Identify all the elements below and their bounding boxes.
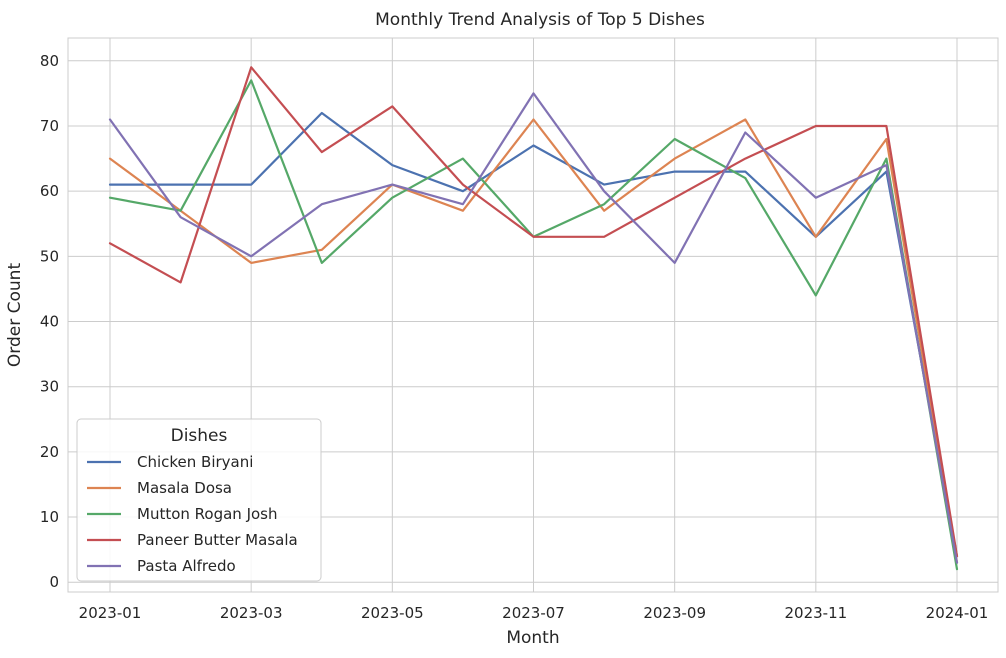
y-tick-label: 30 (40, 378, 59, 396)
plot-area (67, 37, 999, 593)
legend-item-label: Masala Dosa (137, 479, 232, 497)
series-line-4 (108, 66, 959, 558)
x-tick-label: 2023-05 (361, 604, 424, 622)
axis-ticks: 0 10 20 30 40 50 60 70 80 2023-01 2023-03 2023-05 20… (40, 52, 988, 622)
y-axis-label: Order Count (5, 263, 25, 368)
y-tick-label: 10 (40, 508, 59, 526)
series-lines (108, 66, 959, 571)
x-tick-label: 2023-11 (784, 604, 847, 622)
x-tick-label: 2023-01 (79, 604, 142, 622)
y-tick-label: 20 (40, 443, 59, 461)
y-tick-label: 0 (49, 573, 59, 591)
y-tick-label: 60 (40, 182, 59, 200)
legend: Dishes Chicken Biryani Masala Dosa Mutton … (76, 418, 322, 582)
x-axis-label: Month (506, 628, 559, 648)
legend-item-label: Paneer Butter Masala (137, 531, 298, 549)
chart-title: Monthly Trend Analysis of Top 5 Dishes (375, 10, 705, 30)
y-tick-label: 80 (40, 52, 59, 70)
y-tick-label: 70 (40, 117, 59, 135)
legend-item-label: Mutton Rogan Josh (137, 505, 278, 523)
series-line-2 (108, 118, 959, 564)
y-tick-label: 40 (40, 313, 59, 331)
legend-title: Dishes (171, 426, 228, 446)
x-tick-label: 2023-09 (643, 604, 706, 622)
y-tick-label: 50 (40, 247, 59, 265)
x-tick-label: 2024-01 (926, 604, 989, 622)
series-line-5 (108, 92, 959, 564)
legend-item-label: Pasta Alfredo (137, 557, 236, 575)
legend-box (76, 418, 322, 582)
x-tick-label: 2023-03 (220, 604, 283, 622)
legend-item-label: Chicken Biryani (137, 453, 253, 471)
x-tick-label: 2023-07 (502, 604, 565, 622)
grid (68, 38, 998, 592)
